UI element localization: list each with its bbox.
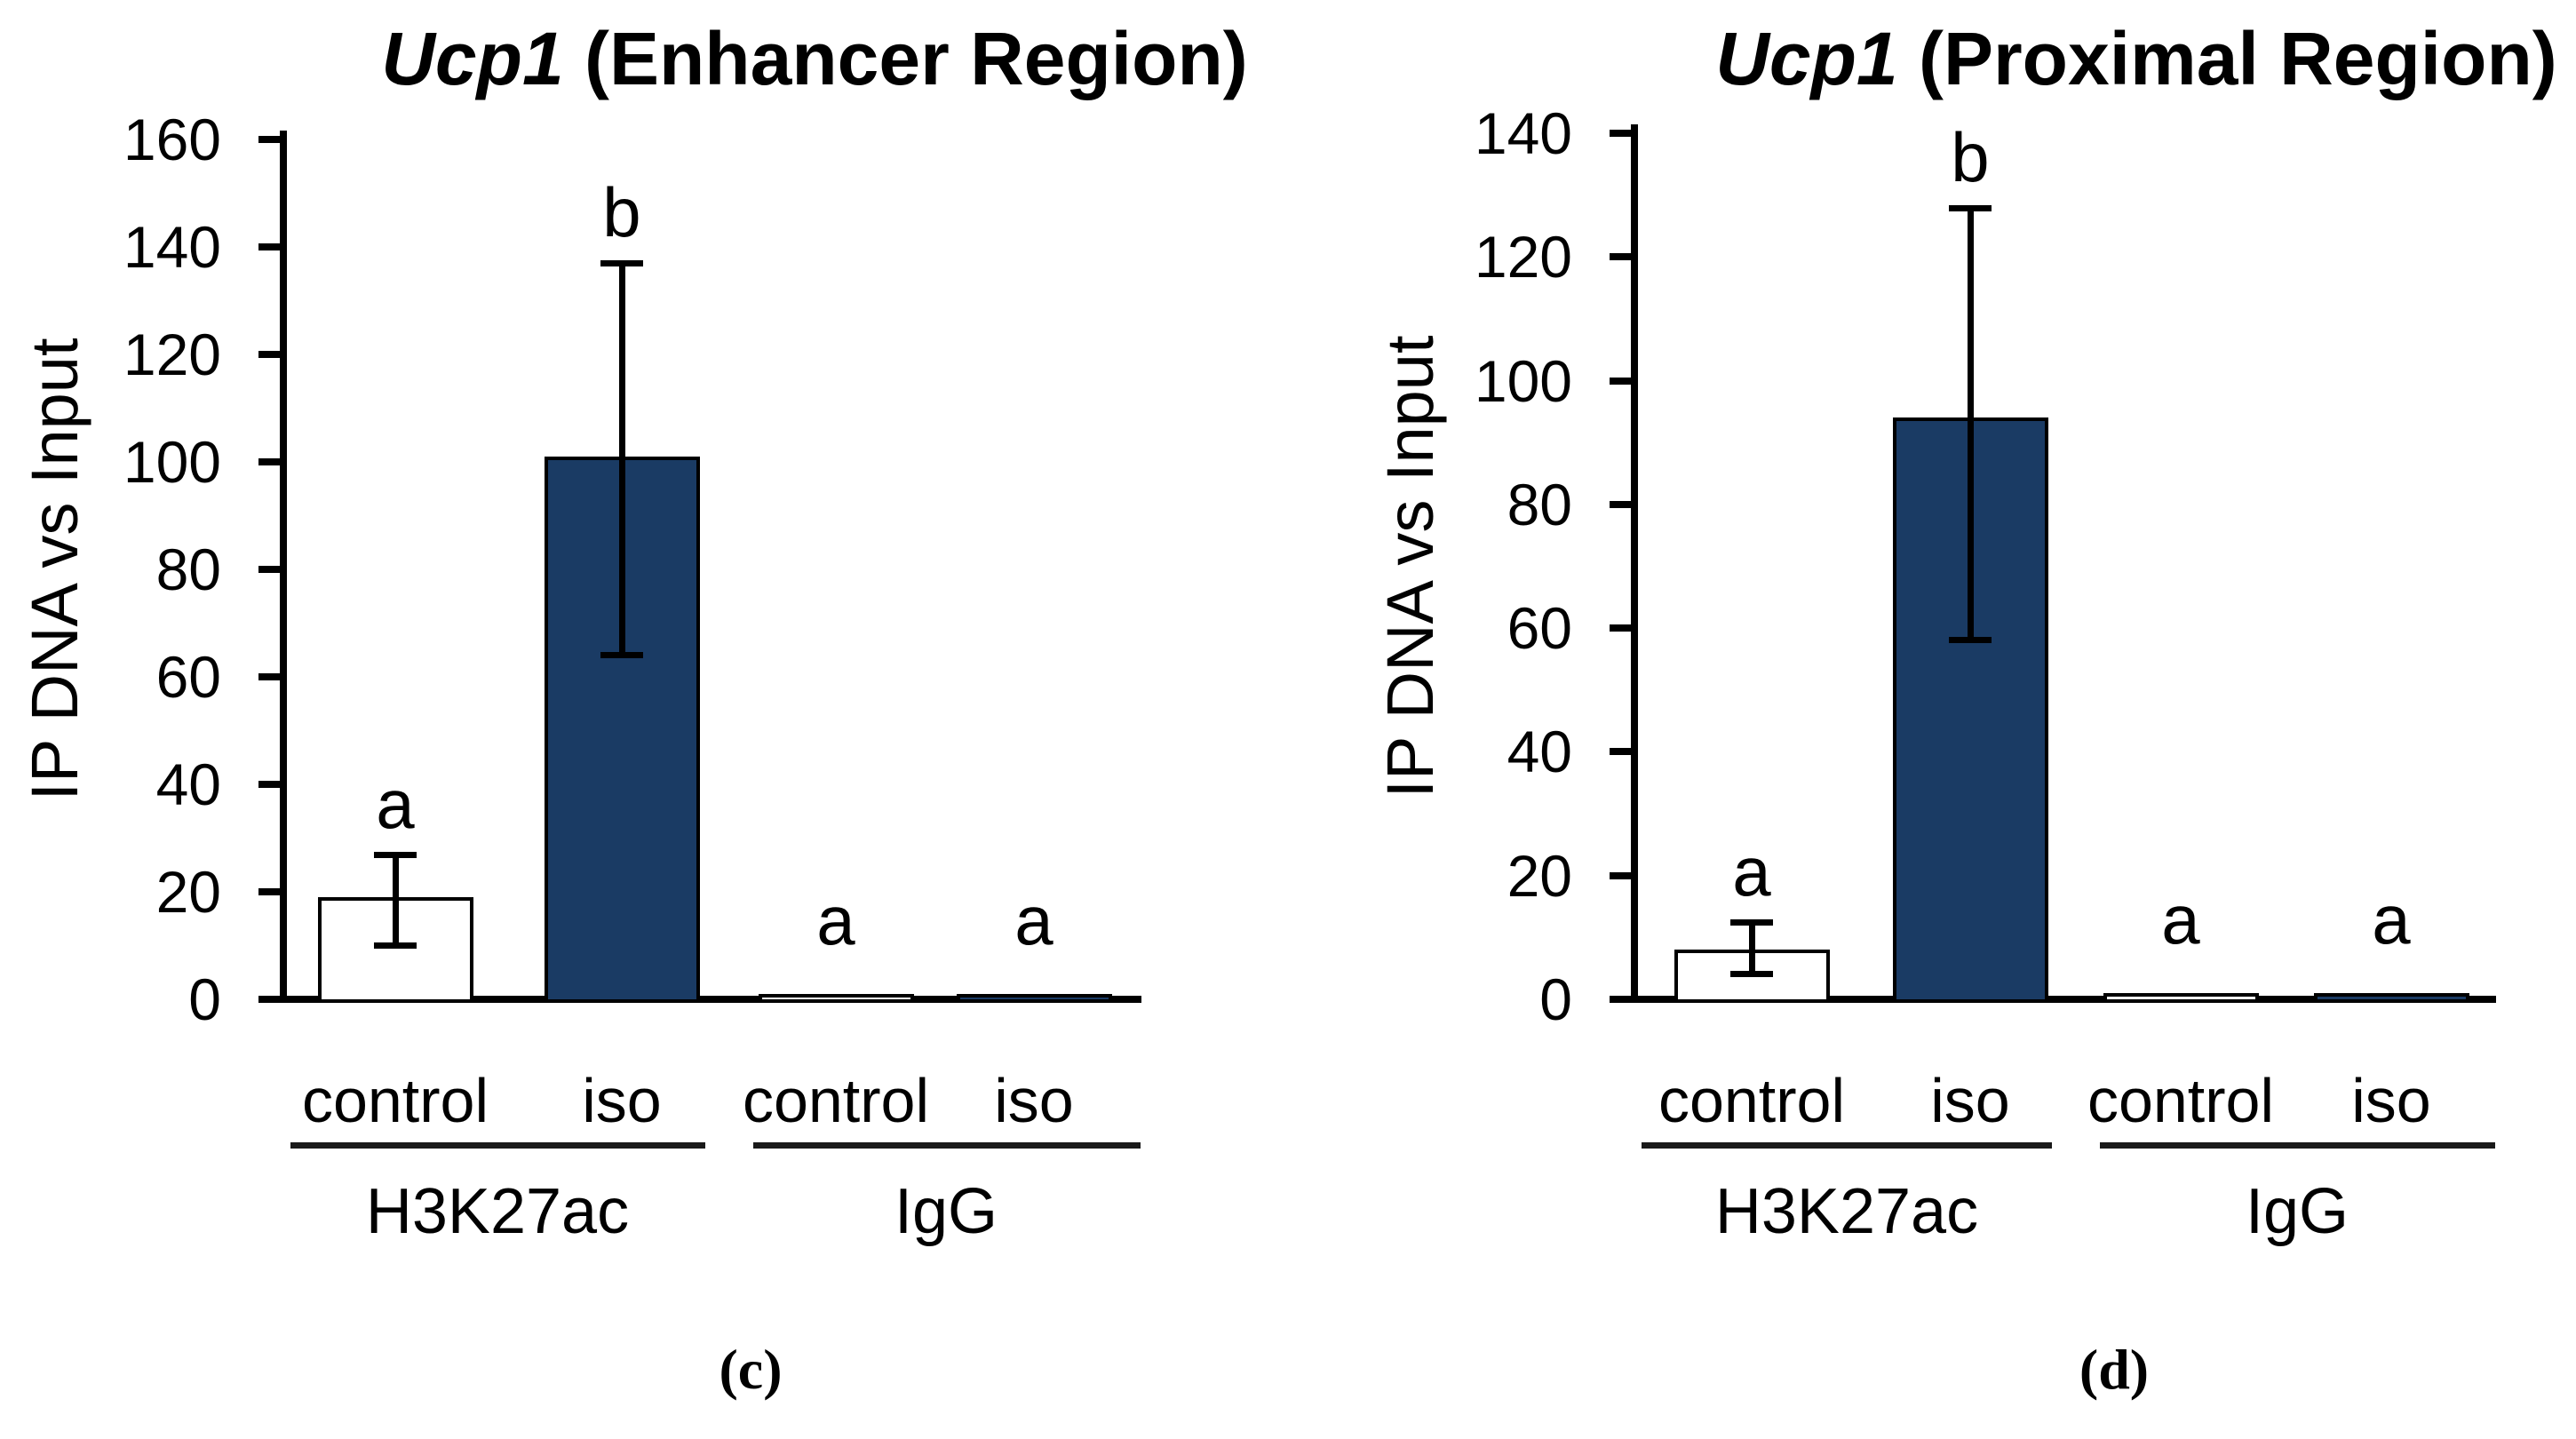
y-tick-label: 160 — [123, 107, 221, 172]
category-label-control: control — [2087, 1066, 2275, 1135]
bar-igg-control — [759, 994, 914, 1003]
y-tick — [258, 888, 280, 895]
error-bar-cap-bottom — [1949, 637, 1992, 643]
error-bar-cap-top — [1730, 919, 1773, 926]
error-bar-line — [1968, 208, 1974, 641]
category-label-control: control — [742, 1066, 930, 1135]
bar-igg-control — [2103, 993, 2259, 1003]
significance-letter: b — [1951, 118, 1990, 196]
y-tick — [258, 351, 280, 358]
category-label-iso: iso — [1930, 1066, 2010, 1135]
y-tick — [1610, 378, 1631, 385]
significance-letter: a — [376, 765, 415, 843]
y-tick-label: 60 — [1507, 595, 1572, 661]
category-label-control: control — [301, 1066, 489, 1135]
y-tick-label: 0 — [188, 966, 221, 1032]
y-tick — [258, 458, 280, 465]
y-tick — [1610, 130, 1631, 137]
group-label-h3k27ac: H3K27ac — [1714, 1176, 1979, 1247]
error-bar-line — [619, 263, 625, 656]
error-bar-cap-bottom — [600, 652, 643, 658]
error-bar-cap-top — [374, 852, 417, 858]
y-axis-line — [280, 131, 287, 1003]
y-tick-label: 120 — [123, 322, 221, 387]
significance-letter: a — [816, 881, 855, 959]
category-label-iso: iso — [2351, 1066, 2431, 1135]
panel-label-c: (c) — [719, 1338, 783, 1401]
error-bar-cap-bottom — [1730, 971, 1773, 977]
panel-label-d: (d) — [2079, 1338, 2150, 1401]
error-bar-cap-top — [600, 260, 643, 266]
chart-title-gene: Ucp1 — [1715, 17, 1898, 100]
y-tick-label: 40 — [1507, 719, 1572, 784]
y-tick-label: 20 — [1507, 843, 1572, 909]
error-bar-line — [1749, 922, 1755, 974]
x-axis-line — [1631, 996, 2496, 1003]
y-tick-label: 80 — [1507, 472, 1572, 537]
x-axis-line — [280, 996, 1141, 1003]
y-tick-label: 60 — [155, 644, 221, 710]
group-label-igg: IgG — [894, 1176, 998, 1247]
error-bar-cap-bottom — [374, 942, 417, 949]
chart-title: Ucp1 (Proximal Region) — [1470, 14, 2576, 103]
y-tick — [1610, 996, 1631, 1003]
chart-title-gene: Ucp1 — [381, 17, 564, 100]
significance-letter: a — [1014, 881, 1053, 959]
group-label-igg: IgG — [2245, 1176, 2349, 1247]
category-label-iso: iso — [582, 1066, 662, 1135]
error-bar-cap-top — [1949, 205, 1992, 211]
category-label-iso: iso — [994, 1066, 1074, 1135]
significance-letter: b — [602, 173, 641, 251]
y-tick-label: 100 — [1474, 348, 1572, 414]
y-tick-label: 0 — [1539, 966, 1572, 1032]
y-tick — [258, 673, 280, 680]
y-tick — [1610, 748, 1631, 755]
y-tick-label: 40 — [155, 751, 221, 817]
significance-letter: a — [1732, 832, 1771, 910]
y-tick-label: 140 — [1474, 100, 1572, 166]
y-tick — [258, 243, 280, 250]
y-tick — [258, 996, 280, 1003]
group-underline-igg — [2100, 1142, 2495, 1149]
group-underline-h3k27ac — [1642, 1142, 2052, 1149]
y-tick — [1610, 253, 1631, 260]
y-tick — [258, 566, 280, 573]
group-underline-igg — [753, 1142, 1141, 1149]
y-axis-line — [1631, 124, 1638, 1003]
y-tick — [1610, 501, 1631, 508]
y-tick-label: 20 — [155, 859, 221, 925]
bar-igg-iso — [957, 994, 1112, 1003]
y-tick — [1610, 872, 1631, 879]
y-tick — [1610, 624, 1631, 632]
chart-title-region: (Proximal Region) — [1897, 17, 2557, 100]
group-underline-h3k27ac — [290, 1142, 705, 1149]
category-label-control: control — [1658, 1066, 1846, 1135]
error-bar-line — [393, 855, 399, 946]
group-label-h3k27ac: H3K27ac — [365, 1176, 630, 1247]
significance-letter: a — [2372, 880, 2411, 958]
bar-igg-iso — [2314, 993, 2469, 1003]
y-tick — [258, 136, 280, 143]
y-tick-label: 80 — [155, 537, 221, 602]
y-tick-label: 140 — [123, 214, 221, 280]
bar-h3k27ac-iso — [1893, 417, 2048, 1003]
y-tick — [258, 781, 280, 788]
y-tick-label: 120 — [1474, 224, 1572, 290]
chart-title-region: (Enhancer Region) — [563, 17, 1248, 100]
significance-letter: a — [2161, 880, 2200, 958]
y-tick-label: 100 — [123, 429, 221, 495]
chart-title: Ucp1 (Enhancer Region) — [148, 14, 1481, 103]
